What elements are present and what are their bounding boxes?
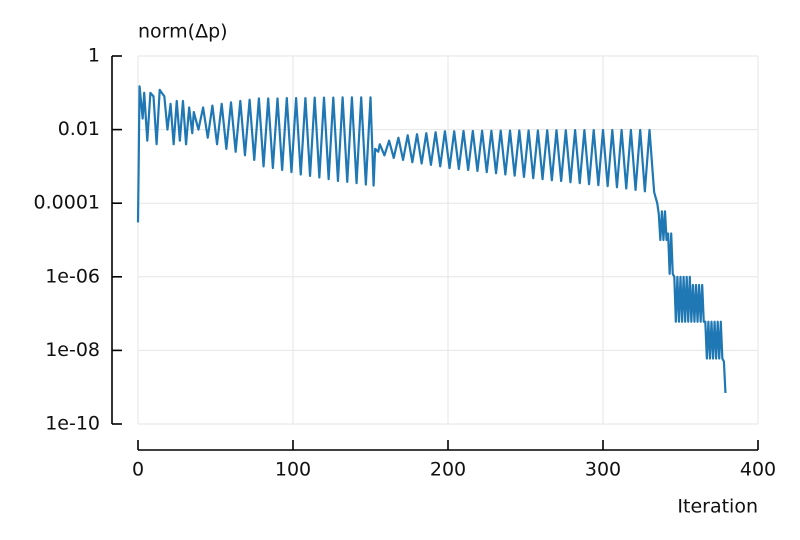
y-tick-label: 0.0001 — [34, 192, 100, 214]
x-tick-label: 200 — [430, 459, 466, 481]
y-tick-label: 1e-08 — [45, 339, 100, 361]
y-tick-label: 1 — [88, 45, 100, 67]
chart-title: norm(Δp) — [138, 21, 228, 43]
x-tick-label: 100 — [275, 459, 311, 481]
x-tick-label: 0 — [132, 459, 144, 481]
y-tick-label: 0.01 — [58, 118, 100, 140]
x-axis-label: Iteration — [677, 496, 758, 518]
y-tick-label: 1e-10 — [45, 413, 100, 435]
x-tick-label: 300 — [585, 459, 621, 481]
data-line — [136, 85, 727, 393]
y-tick-label: 1e-06 — [45, 265, 100, 287]
x-tick-label: 400 — [740, 459, 776, 481]
